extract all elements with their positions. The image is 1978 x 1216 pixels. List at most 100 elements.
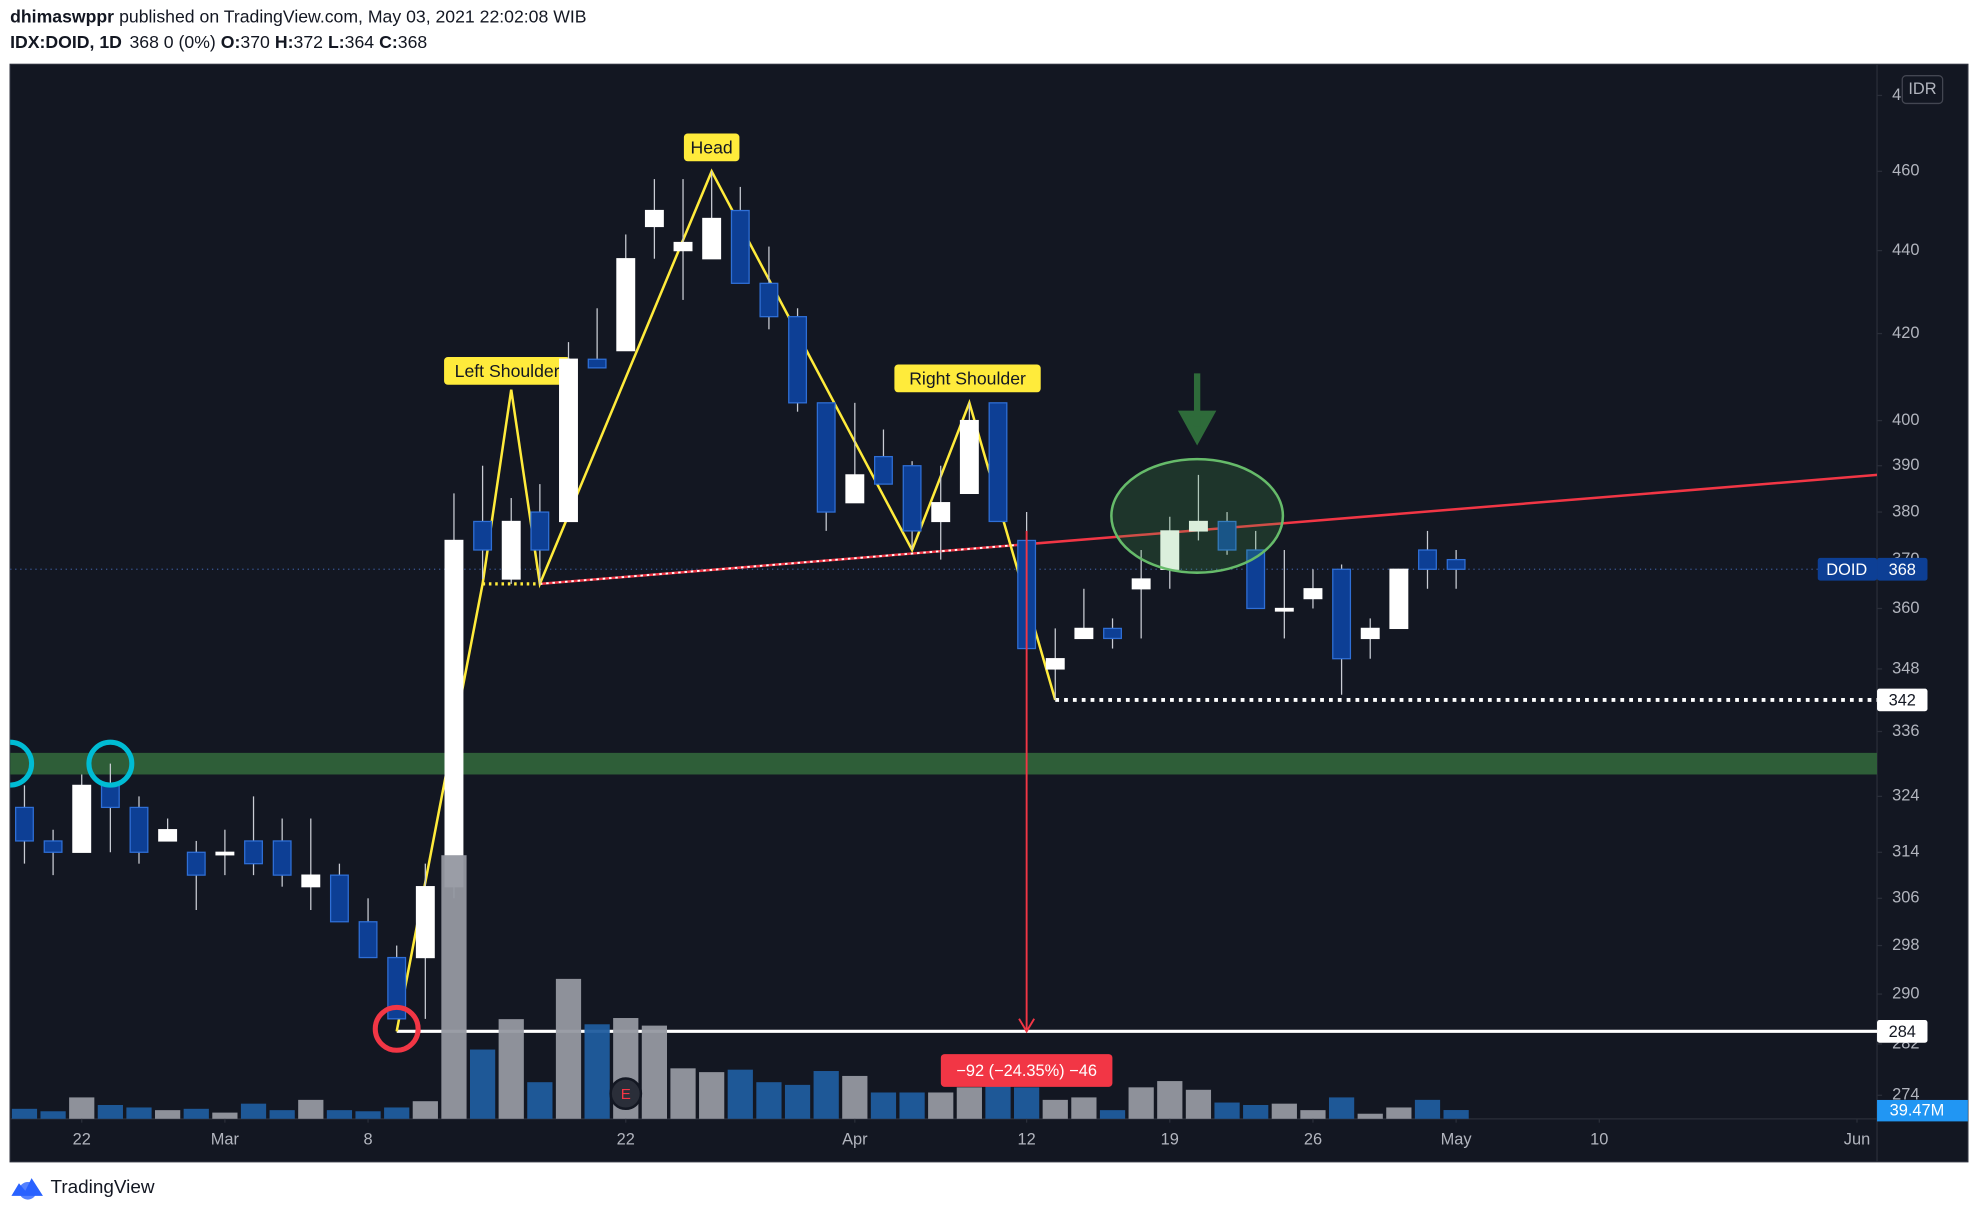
- candle-body: [959, 419, 979, 495]
- y-tick-label: 290: [1892, 984, 1919, 1002]
- price-box-label: 368: [1889, 561, 1916, 579]
- candle-body: [931, 502, 951, 523]
- footer-brand: TradingView: [51, 1177, 155, 1198]
- candle-body: [100, 784, 120, 809]
- axes: 22Mar822Apr121926May10Jun480460440420400…: [73, 75, 1968, 1149]
- candle-body: [1360, 627, 1380, 640]
- candle-body: [616, 258, 636, 352]
- volume-bar: [899, 1092, 925, 1119]
- candle-body: [587, 358, 607, 369]
- volume-bar: [240, 1103, 267, 1119]
- candle-body: [43, 840, 63, 853]
- candle-body: [530, 511, 550, 551]
- y-tick-label: 440: [1892, 241, 1919, 259]
- y-tick-label: 298: [1892, 936, 1919, 954]
- measure-box: [940, 1054, 1113, 1087]
- currency-box: [1901, 75, 1944, 105]
- candle-body: [1217, 520, 1237, 551]
- candle-body: [1045, 658, 1065, 670]
- x-tick-label: Mar: [211, 1131, 240, 1149]
- candle-body: [1303, 588, 1323, 600]
- candle-body: [329, 874, 349, 923]
- ohlc-key: H:: [275, 32, 294, 52]
- header-line: dhimaswppr published on TradingView.com, …: [10, 6, 586, 26]
- volume-bar: [842, 1075, 868, 1119]
- volume-bar: [1157, 1081, 1183, 1119]
- candle-body: [816, 402, 836, 513]
- x-tick-label: 8: [364, 1131, 373, 1149]
- volume-label: 39.47M: [1890, 1102, 1945, 1120]
- volume-bar: [212, 1112, 238, 1119]
- volume-bar: [298, 1099, 324, 1119]
- volume-bar: [641, 1025, 668, 1119]
- candle-body: [72, 784, 92, 853]
- volume-bar: [1185, 1089, 1212, 1119]
- volume-bar: [1099, 1110, 1126, 1119]
- pattern-label-box: [683, 133, 740, 162]
- volume-bar: [555, 978, 582, 1119]
- candle-body: [902, 465, 922, 532]
- ohlc-value: 372: [294, 32, 323, 52]
- candle-body: [673, 241, 693, 252]
- candle-body: [358, 921, 378, 959]
- volume-bar: [727, 1069, 753, 1119]
- volume-bar: [527, 1082, 553, 1119]
- candle-body: [1246, 549, 1266, 610]
- y-tick-label: 274: [1892, 1086, 1919, 1104]
- x-tick-label: 19: [1161, 1131, 1179, 1149]
- pattern-label: Left Shoulder: [455, 361, 560, 381]
- support-marker: [86, 739, 135, 788]
- y-tick-label: 306: [1892, 889, 1919, 907]
- y-tick-label: 400: [1892, 411, 1919, 429]
- candle-body: [415, 886, 435, 959]
- y-tick-label: 420: [1892, 324, 1919, 342]
- candle-body: [301, 874, 321, 888]
- y-tick-label: 390: [1892, 456, 1919, 474]
- ohlc-key: O:: [221, 32, 241, 52]
- volume-bar: [183, 1108, 209, 1119]
- candle-body: [1446, 558, 1466, 570]
- volume-bar: [1071, 1097, 1097, 1119]
- volume-bar: [699, 1072, 725, 1119]
- volume-label-box: [1877, 1099, 1968, 1122]
- price-box-label: 284: [1889, 1023, 1916, 1041]
- chart-frame: [9, 63, 1969, 1163]
- volume-bar: [355, 1111, 381, 1119]
- candle-body: [730, 209, 750, 284]
- symbol: IDX:DOID, 1D: [10, 32, 122, 52]
- volume-bar: [97, 1105, 123, 1119]
- volume-bar: [155, 1110, 181, 1119]
- candle-body: [1074, 627, 1094, 640]
- volume-bar: [584, 1024, 610, 1119]
- volume-bar: [1386, 1107, 1412, 1119]
- change: 368 0 (0%): [129, 32, 215, 52]
- candle-body: [559, 358, 578, 523]
- candle-body: [1188, 520, 1208, 532]
- candle-body: [788, 316, 808, 404]
- low-marker: [372, 1004, 421, 1053]
- price-box: [1877, 557, 1928, 581]
- candle-body: [473, 520, 493, 551]
- ohlc-value: 368: [398, 32, 428, 52]
- x-tick-label: Apr: [842, 1131, 868, 1149]
- y-tick-label: 460: [1892, 162, 1919, 180]
- x-tick-label: 22: [73, 1131, 91, 1149]
- candle-body: [129, 806, 149, 853]
- x-tick-label: May: [1441, 1131, 1473, 1149]
- volume-bar: [441, 855, 467, 1119]
- plot-area: Head Left Shoulder Right Shoulder −92 (−24.…: [10, 133, 1878, 1119]
- volume-bar: [412, 1101, 438, 1119]
- author: dhimaswppr: [10, 6, 114, 26]
- x-tick-label: Jun: [1844, 1131, 1870, 1149]
- volume-bar: [1328, 1097, 1355, 1119]
- volume-bar: [813, 1071, 839, 1119]
- volume-bar: [1414, 1099, 1441, 1119]
- volume-bar: [1214, 1102, 1240, 1119]
- ohlc-key: C:: [379, 32, 398, 52]
- candle-body: [702, 217, 722, 260]
- volume-bar: [784, 1084, 811, 1119]
- candle-body: [1332, 568, 1352, 660]
- x-tick-label: 22: [617, 1131, 635, 1149]
- candle-body: [873, 455, 893, 485]
